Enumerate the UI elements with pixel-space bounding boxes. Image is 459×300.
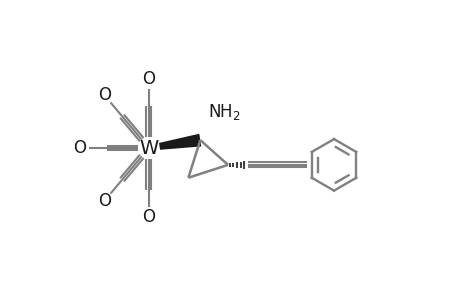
Text: W: W [139, 139, 158, 158]
Text: O: O [97, 192, 111, 210]
Text: O: O [142, 208, 155, 226]
Text: O: O [97, 86, 111, 104]
Polygon shape [159, 134, 201, 150]
Text: O: O [73, 139, 86, 157]
Text: NH$_2$: NH$_2$ [208, 102, 241, 122]
Text: O: O [142, 70, 155, 88]
